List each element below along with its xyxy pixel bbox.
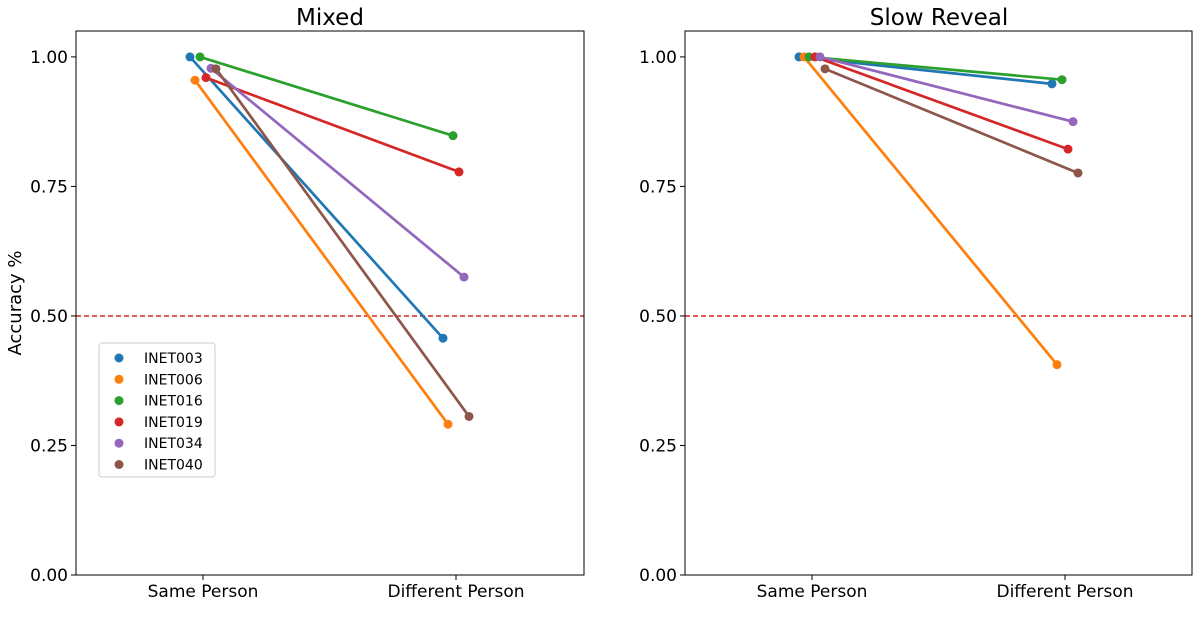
panel-2-title: Slow Reveal	[870, 5, 1009, 31]
y-tick-label: 0.50	[30, 307, 68, 327]
plot-frame	[684, 30, 1193, 576]
legend: INET003 INET006 INET016 INET019 INET034 INET0…	[98, 342, 216, 478]
legend-label-inet006: INET006	[144, 372, 203, 388]
x-tick-label: Different Person	[387, 582, 524, 602]
data-point-inet040-same	[820, 64, 830, 74]
y-axis-label: Accuracy %	[5, 250, 26, 355]
y-tick-label: 0.50	[639, 307, 677, 327]
series-line-inet034	[818, 55, 1075, 124]
x-tick-label: Same Person	[148, 582, 259, 602]
panel-mixed: 0.00 0.25 0.50 0.75 1.00 Same Person Different…	[30, 30, 585, 602]
data-point-inet016-same	[195, 52, 205, 62]
data-point-inet003-different	[438, 333, 448, 343]
data-point-inet034-different	[459, 272, 469, 282]
x-tick-label: Different Person	[996, 582, 1133, 602]
series-line-inet016	[807, 55, 1064, 82]
series-line-inet006	[802, 55, 1059, 367]
legend-box	[98, 342, 216, 478]
legend-label-inet016: INET016	[144, 394, 203, 410]
legend-label-inet019: INET019	[144, 415, 203, 431]
y-tick-label: 0.75	[639, 177, 677, 197]
data-point-inet006-different	[443, 419, 453, 429]
data-point-inet016-different	[448, 131, 458, 141]
data-point-inet034-same	[815, 52, 825, 62]
legend-label-inet034: INET034	[144, 436, 203, 452]
plot-frame	[75, 30, 585, 576]
legend-marker-inet034	[114, 438, 124, 448]
panel-1-title: Mixed	[296, 5, 364, 31]
y-tick-label: 0.75	[30, 177, 68, 197]
legend-marker-inet003	[114, 353, 124, 363]
y-tick-label: 1.00	[30, 48, 68, 68]
data-point-inet040-same	[211, 64, 221, 74]
data-point-inet016-different	[1057, 75, 1067, 85]
legend-marker-inet006	[114, 374, 124, 384]
data-point-inet019-different	[454, 167, 464, 177]
data-point-inet019-same	[201, 73, 211, 83]
y-tick-label: 0.25	[30, 436, 68, 456]
y-tick-label: 0.00	[30, 566, 68, 586]
series-line-inet003	[188, 55, 445, 340]
legend-label-inet040: INET040	[144, 458, 203, 474]
data-point-inet034-different	[1068, 117, 1078, 127]
y-tick-label: 1.00	[639, 48, 677, 68]
data-point-inet003-same	[185, 52, 195, 62]
series-line-inet019	[204, 76, 461, 174]
panel-slow-reveal: 0.00 0.25 0.50 0.75 1.00 Same Person Different…	[639, 30, 1193, 602]
legend-marker-inet016	[114, 396, 124, 406]
data-point-inet019-different	[1063, 144, 1073, 154]
y-tick-label: 0.25	[639, 436, 677, 456]
legend-marker-inet019	[114, 417, 124, 427]
data-point-inet003-different	[1047, 79, 1057, 89]
series-line-inet019	[813, 55, 1070, 151]
y-tick-label: 0.00	[639, 566, 677, 586]
data-point-inet006-same	[190, 75, 200, 85]
data-point-inet040-different	[1073, 168, 1083, 178]
series-line-inet016	[198, 55, 455, 138]
data-point-inet006-different	[1052, 360, 1062, 370]
x-tick-label: Same Person	[757, 582, 868, 602]
series-line-inet034	[209, 66, 466, 279]
data-point-inet040-different	[464, 411, 474, 421]
legend-marker-inet040	[114, 460, 124, 469]
series-line-inet040	[823, 67, 1080, 175]
series-line-inet040	[214, 67, 471, 418]
series-line-inet006	[193, 78, 450, 426]
legend-label-inet003: INET003	[144, 351, 203, 367]
